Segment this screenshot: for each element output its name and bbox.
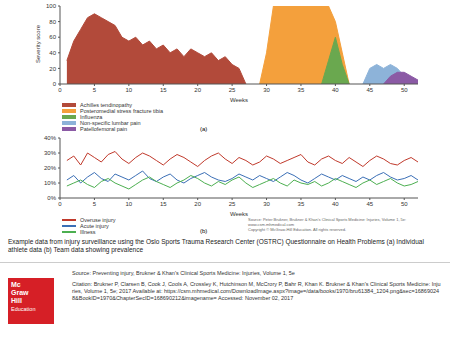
svg-text:25: 25: [229, 201, 236, 207]
svg-text:25: 25: [229, 87, 236, 93]
svg-text:40: 40: [332, 201, 339, 207]
svg-text:20: 20: [194, 87, 201, 93]
svg-text:60: 60: [49, 34, 56, 40]
svg-text:10: 10: [126, 87, 133, 93]
html-text:Non-specific lumbar pain: Non-specific lumbar pain: [80, 120, 141, 126]
html-text:Graw: Graw: [11, 289, 29, 296]
svg-text:50: 50: [401, 87, 408, 93]
html-text:Achilles tendinopathy: Achilles tendinopathy: [80, 102, 132, 108]
svg-text:Severity score: Severity score: [35, 24, 41, 63]
html-text:Education: Education: [11, 306, 36, 312]
svg-text:0%: 0%: [47, 195, 56, 201]
html-text:(a): (a): [200, 126, 208, 132]
html-text:Influenza: Influenza: [80, 114, 103, 120]
svg-text:100: 100: [46, 3, 57, 9]
svg-text:30%: 30%: [44, 150, 57, 156]
svg-text:35: 35: [298, 87, 305, 93]
svg-text:10: 10: [126, 201, 133, 207]
html-text:Hill: Hill: [11, 297, 22, 304]
html-text:Source: Peter Brukner, Brukner: Source: Peter Brukner, Brukner & Khan's …: [248, 217, 407, 227]
svg-text:Weeks: Weeks: [230, 211, 248, 216]
svg-text:45: 45: [366, 201, 373, 207]
svg-text:15: 15: [160, 201, 167, 207]
svg-text:20: 20: [194, 201, 201, 207]
html-text:Posteromedial stress fracture: Posteromedial stress fracture tibia: [80, 108, 164, 114]
svg-text:50: 50: [401, 201, 408, 207]
html-text:Copyright © McGraw-Hill Educat: Copyright © McGraw-Hill Education. All r…: [248, 227, 347, 232]
html-text:Citation: Brukner P, Clarsen B: Citation: Brukner P, Clarsen B, Cook J, …: [72, 281, 441, 301]
svg-text:0: 0: [58, 87, 62, 93]
svg-text:0: 0: [58, 201, 62, 207]
svg-text:15: 15: [160, 87, 167, 93]
html-text:Source: Preventing injury, Bru: Source: Preventing injury, Brukner & Kha…: [72, 270, 295, 276]
svg-text:0: 0: [53, 81, 57, 87]
svg-text:10%: 10%: [44, 180, 57, 186]
html-text:(b): (b): [200, 228, 208, 234]
svg-text:20: 20: [49, 66, 56, 72]
svg-text:5: 5: [93, 201, 97, 207]
svg-text:45: 45: [366, 87, 373, 93]
html-text:Patellofemoral pain: Patellofemoral pain: [80, 126, 128, 132]
svg-text:40: 40: [332, 87, 339, 93]
html-text:Overuse injury: Overuse injury: [80, 217, 116, 223]
svg-text:20%: 20%: [44, 165, 57, 171]
svg-text:30: 30: [263, 87, 270, 93]
html-text:Mc: Mc: [11, 281, 21, 288]
svg-text:40: 40: [49, 50, 56, 56]
svg-text:80: 80: [49, 19, 56, 25]
svg-text:Weeks: Weeks: [230, 97, 248, 102]
svg-text:5: 5: [93, 87, 97, 93]
svg-text:40%: 40%: [44, 135, 57, 141]
html-text:Example data from injury surve: Example data from injury surveillance us…: [8, 238, 424, 253]
html-text:Acute injury: Acute injury: [80, 223, 109, 229]
svg-text:35: 35: [298, 201, 305, 207]
html-text:Illness: Illness: [80, 229, 96, 235]
svg-text:30: 30: [263, 201, 270, 207]
